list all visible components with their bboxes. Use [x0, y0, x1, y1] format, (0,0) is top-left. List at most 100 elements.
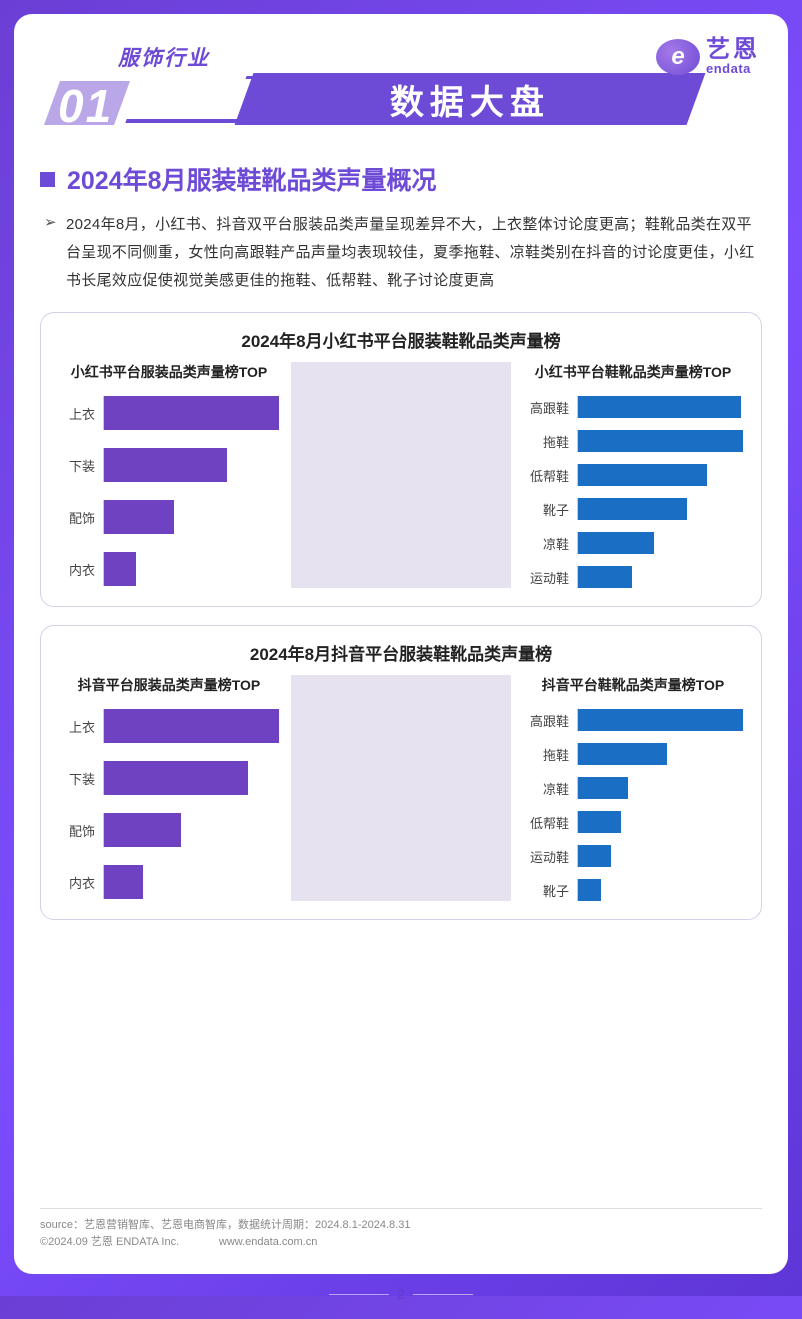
- bar-row: 配饰: [59, 500, 279, 534]
- chart-card-title: 2024年8月小红书平台服装鞋靴品类声量榜: [59, 327, 743, 352]
- bar-chart: 高跟鞋拖鞋低帮鞋靴子凉鞋运动鞋: [523, 396, 743, 588]
- chart-right: 抖音平台鞋靴品类声量榜TOP 高跟鞋拖鞋凉鞋低帮鞋运动鞋靴子: [523, 675, 743, 901]
- bar-row: 下装: [59, 448, 279, 482]
- bar-track: [577, 777, 743, 799]
- bar-row: 下装: [59, 761, 279, 795]
- chart-subtitle: 抖音平台鞋靴品类声量榜TOP: [523, 675, 743, 695]
- bar-row: 低帮鞋: [523, 811, 743, 833]
- bar-track: [577, 743, 743, 765]
- bar-row: 拖鞋: [523, 743, 743, 765]
- bar-fill: [104, 500, 174, 534]
- bar-chart: 上衣下装配饰内衣: [59, 396, 279, 586]
- bar-row: 内衣: [59, 865, 279, 899]
- bar-fill: [578, 709, 743, 731]
- logo: e 艺恩 endata: [656, 38, 760, 75]
- bar-fill: [104, 396, 279, 430]
- bar-fill: [578, 396, 741, 418]
- bar-fill: [104, 448, 227, 482]
- bar-fill: [104, 552, 136, 586]
- bar-row: 低帮鞋: [523, 464, 743, 486]
- bar-track: [103, 709, 279, 743]
- bar-track: [577, 845, 743, 867]
- bar-row: 内衣: [59, 552, 279, 586]
- bar-label: 低帮鞋: [523, 466, 577, 485]
- footer: source：艺恩营销智库、艺恩电商智库，数据统计周期：2024.8.1-202…: [40, 1208, 762, 1252]
- bar-chart: 高跟鞋拖鞋凉鞋低帮鞋运动鞋靴子: [523, 709, 743, 901]
- bar-fill: [578, 430, 743, 452]
- bar-label: 上衣: [59, 404, 103, 423]
- section-number-line: [125, 119, 240, 123]
- bar-row: 高跟鞋: [523, 709, 743, 731]
- square-bullet-icon: [40, 172, 55, 187]
- bar-fill: [578, 879, 601, 901]
- bar-fill: [578, 498, 687, 520]
- bar-fill: [104, 813, 181, 847]
- page-num-rule-right: [413, 1294, 473, 1295]
- header-left: 服饰行业 01 数据大盘: [40, 36, 656, 125]
- bar-row: 凉鞋: [523, 532, 743, 554]
- bar-label: 高跟鞋: [523, 711, 577, 730]
- bar-track: [103, 500, 279, 534]
- bar-fill: [578, 566, 632, 588]
- bar-label: 运动鞋: [523, 847, 577, 866]
- vertical-divider: [291, 675, 511, 901]
- bar-track: [103, 448, 279, 482]
- logo-text-en: endata: [706, 62, 760, 75]
- chart-card-title: 2024年8月抖音平台服装鞋靴品类声量榜: [59, 640, 743, 665]
- bar-label: 凉鞋: [523, 534, 577, 553]
- body-paragraph: ➢ 2024年8月，小红书、抖音双平台服装品类声量呈现差异不大，上衣整体讨论度更…: [40, 211, 762, 294]
- bar-row: 运动鞋: [523, 845, 743, 867]
- bar-fill: [578, 777, 628, 799]
- copyright-text: ©2024.09 艺恩 ENDATA Inc.: [40, 1236, 179, 1248]
- body-text: 2024年8月，小红书、抖音双平台服装品类声量呈现差异不大，上衣整体讨论度更高；…: [66, 211, 762, 294]
- bar-row: 上衣: [59, 396, 279, 430]
- bar-track: [103, 396, 279, 430]
- bar-track: [103, 761, 279, 795]
- footer-rule: [40, 1208, 762, 1209]
- footer-copyright: ©2024.09 艺恩 ENDATA Inc. www.endata.com.c…: [40, 1234, 762, 1252]
- bar-track: [103, 865, 279, 899]
- bar-label: 靴子: [523, 500, 577, 519]
- chart-card-douyin: 2024年8月抖音平台服装鞋靴品类声量榜 抖音平台服装品类声量榜TOP 上衣下装…: [40, 625, 762, 920]
- title-row: 01 数据大盘: [40, 73, 656, 125]
- header: 服饰行业 01 数据大盘 e 艺恩 endata: [40, 36, 762, 125]
- section-heading: 2024年8月服装鞋靴品类声量概况: [40, 161, 762, 197]
- bar-track: [577, 498, 743, 520]
- bar-track: [577, 566, 743, 588]
- main-title-wrap: 数据大盘: [244, 73, 656, 125]
- bar-label: 运动鞋: [523, 568, 577, 587]
- page-card: 服饰行业 01 数据大盘 e 艺恩 endata: [14, 14, 788, 1274]
- chart-left: 抖音平台服装品类声量榜TOP 上衣下装配饰内衣: [59, 675, 279, 901]
- bar-label: 拖鞋: [523, 745, 577, 764]
- bar-fill: [578, 845, 611, 867]
- bar-track: [577, 879, 743, 901]
- page-number-wrap: 2: [14, 1286, 788, 1302]
- bar-label: 内衣: [59, 873, 103, 892]
- bar-label: 配饰: [59, 508, 103, 527]
- bar-fill: [104, 761, 248, 795]
- logo-text-cn: 艺恩: [706, 38, 760, 62]
- bar-row: 靴子: [523, 498, 743, 520]
- logo-icon: e: [656, 39, 700, 75]
- bar-fill: [104, 709, 279, 743]
- bar-label: 配饰: [59, 821, 103, 840]
- bar-row: 拖鞋: [523, 430, 743, 452]
- chart-right: 小红书平台鞋靴品类声量榜TOP 高跟鞋拖鞋低帮鞋靴子凉鞋运动鞋: [523, 362, 743, 588]
- bar-track: [577, 709, 743, 731]
- chart-subtitle: 小红书平台服装品类声量榜TOP: [59, 362, 279, 382]
- chart-subtitle: 小红书平台鞋靴品类声量榜TOP: [523, 362, 743, 382]
- bar-label: 下装: [59, 456, 103, 475]
- chart-subtitle: 抖音平台服装品类声量榜TOP: [59, 675, 279, 695]
- bar-track: [577, 811, 743, 833]
- bar-label: 内衣: [59, 560, 103, 579]
- section-number-block: 01: [40, 81, 122, 125]
- bar-row: 凉鞋: [523, 777, 743, 799]
- bar-row: 上衣: [59, 709, 279, 743]
- bar-fill: [578, 811, 621, 833]
- bar-track: [577, 396, 743, 418]
- bar-row: 高跟鞋: [523, 396, 743, 418]
- footer-website: www.endata.com.cn: [219, 1236, 317, 1248]
- bar-fill: [578, 743, 667, 765]
- bar-track: [103, 552, 279, 586]
- arrow-bullet-icon: ➢: [44, 213, 57, 231]
